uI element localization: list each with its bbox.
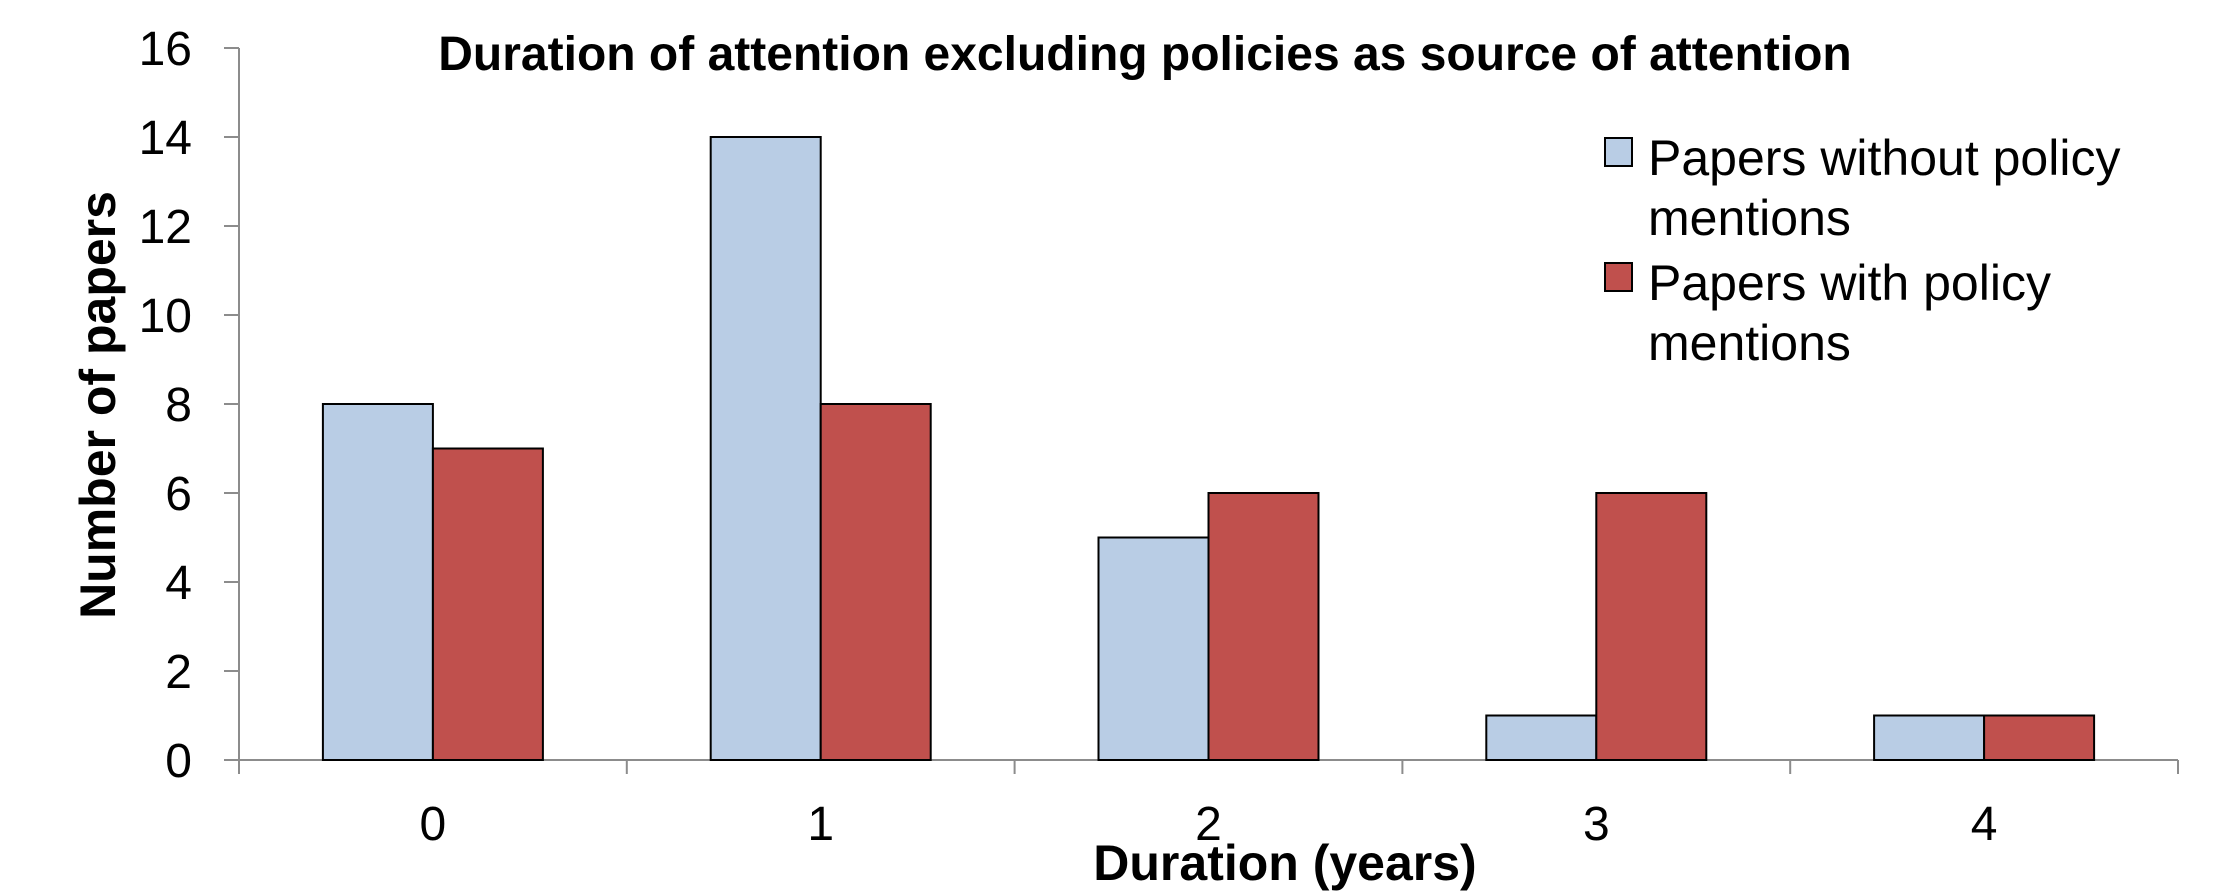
- x-tick-label: 0: [420, 798, 447, 851]
- bar-without-policy: [321, 403, 434, 761]
- x-tick-label: 1: [807, 798, 834, 851]
- y-tick-label: 2: [165, 646, 192, 699]
- y-tick-label: 4: [165, 557, 192, 610]
- bar-with-policy: [819, 403, 932, 761]
- bar-with-policy: [1207, 492, 1320, 761]
- bar-without-policy: [1873, 714, 1986, 761]
- y-axis-label: Number of papers: [70, 191, 126, 619]
- legend-label: Papers with policy mentions: [1648, 255, 2051, 371]
- x-tick-label: 4: [1971, 798, 1998, 851]
- y-tick-label: 8: [165, 379, 192, 432]
- x-axis-label: Duration (years): [1093, 835, 1476, 891]
- bar-without-policy: [709, 136, 822, 761]
- bar-without-policy: [1485, 714, 1598, 761]
- y-tick-label: 0: [165, 735, 192, 788]
- bar-without-policy: [1097, 536, 1210, 761]
- y-ticks: 0 2 4 6 8 10 12 14 16: [139, 23, 239, 788]
- y-tick-label: 16: [139, 23, 192, 76]
- legend-swatch: [1604, 137, 1633, 167]
- bar-with-policy: [1595, 492, 1708, 761]
- y-tick-label: 10: [139, 290, 192, 343]
- legend-label: Papers without policy mentions: [1648, 130, 2120, 246]
- y-tick-label: 14: [139, 112, 192, 165]
- x-tick-label: 3: [1583, 798, 1610, 851]
- x-ticks: 0 1 2 3 4: [238, 760, 2179, 851]
- bars: [321, 136, 2096, 761]
- y-tick-label: 6: [165, 468, 192, 521]
- chart-title: Duration of attention excluding policies…: [438, 28, 1851, 81]
- x-tick-label: 2: [1195, 798, 1222, 851]
- bar-with-policy: [1983, 714, 2096, 761]
- bar-with-policy: [431, 447, 544, 761]
- y-tick-label: 12: [139, 201, 192, 254]
- legend-swatch: [1604, 262, 1633, 292]
